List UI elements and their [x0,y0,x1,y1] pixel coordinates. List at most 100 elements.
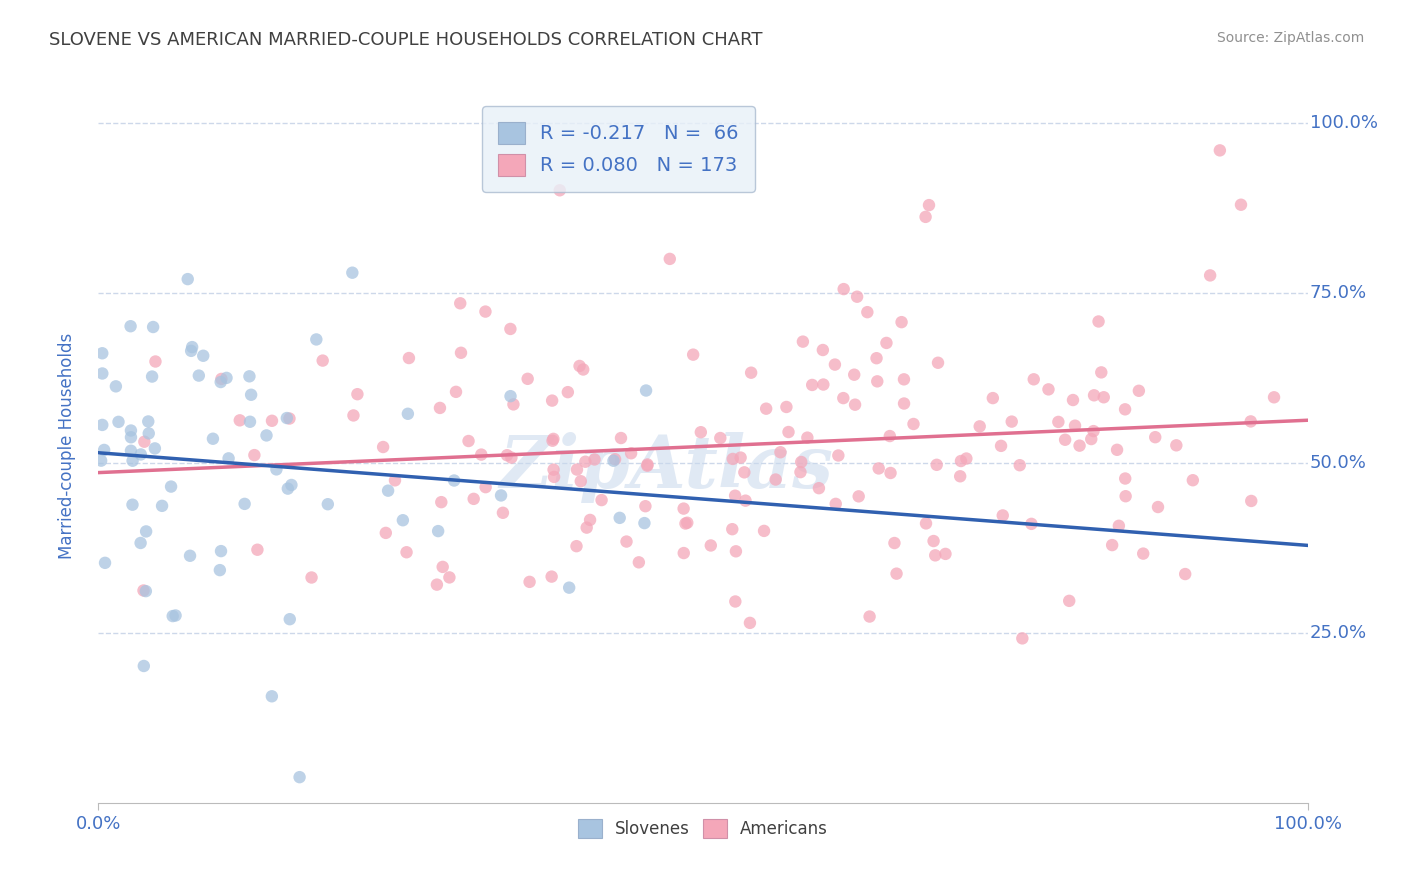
Point [540,569,562,583]
Point [93,442,115,457]
Point [193,349,215,363]
Point [724,544,747,558]
Point [120,424,142,438]
Point [709,431,731,445]
Point [371,440,394,454]
Point [1209,144,1232,158]
Point [516,372,538,386]
Point [1128,384,1150,398]
Point [1069,439,1091,453]
Point [426,577,449,591]
Point [990,439,1012,453]
Point [1008,458,1031,473]
Point [1115,489,1137,503]
Point [765,473,787,487]
Point [981,391,1004,405]
Point [180,343,202,358]
Point [1114,471,1136,485]
Point [177,272,200,286]
Point [541,434,564,448]
Point [519,574,541,589]
Point [1021,516,1043,531]
Point [94,556,117,570]
Point [848,489,870,503]
Point [886,566,908,581]
Point [675,516,697,531]
Point [866,375,889,389]
Point [543,470,565,484]
Point [243,448,266,462]
Point [636,384,658,398]
Point [868,461,890,475]
Point [721,451,744,466]
Point [1101,538,1123,552]
Point [591,493,613,508]
Point [280,478,302,492]
Point [499,389,522,403]
Point [558,581,581,595]
Point [568,359,591,373]
Legend: Slovenes, Americans: Slovenes, Americans [572,812,834,845]
Point [233,497,256,511]
Point [1199,268,1222,283]
Point [927,356,949,370]
Point [637,458,659,472]
Point [724,594,747,608]
Y-axis label: Married-couple Households: Married-couple Households [58,333,76,559]
Text: ZipAtlas: ZipAtlas [499,432,834,503]
Point [969,419,991,434]
Text: 100.0%: 100.0% [1310,114,1378,132]
Point [229,413,252,427]
Point [575,520,598,534]
Point [543,432,565,446]
Point [672,546,695,560]
Point [316,497,339,511]
Point [934,547,956,561]
Point [342,409,364,423]
Point [246,542,269,557]
Point [396,407,419,421]
Point [384,473,406,487]
Point [439,570,461,584]
Point [1240,494,1263,508]
Point [903,417,925,431]
Point [374,525,396,540]
Point [811,343,834,357]
Point [474,480,496,494]
Point [1054,433,1077,447]
Point [129,447,152,461]
Point [288,770,311,784]
Point [557,385,579,400]
Point [346,387,368,401]
Point [132,659,155,673]
Point [790,455,813,469]
Point [429,401,451,415]
Point [658,252,681,266]
Point [789,465,811,479]
Point [769,445,792,459]
Point [548,183,571,197]
Point [398,351,420,365]
Point [238,369,260,384]
Text: 25.0%: 25.0% [1310,624,1367,642]
Point [1011,632,1033,646]
Point [121,454,143,468]
Point [395,545,418,559]
Point [312,353,335,368]
Point [278,411,301,425]
Point [543,463,565,477]
Point [890,315,912,329]
Point [627,555,650,569]
Point [1057,594,1080,608]
Point [145,354,167,368]
Point [949,469,972,483]
Point [129,536,152,550]
Point [457,434,479,448]
Point [1181,473,1204,487]
Point [991,508,1014,523]
Point [792,334,814,349]
Point [104,379,127,393]
Point [914,210,936,224]
Point [276,411,298,425]
Point [730,450,752,465]
